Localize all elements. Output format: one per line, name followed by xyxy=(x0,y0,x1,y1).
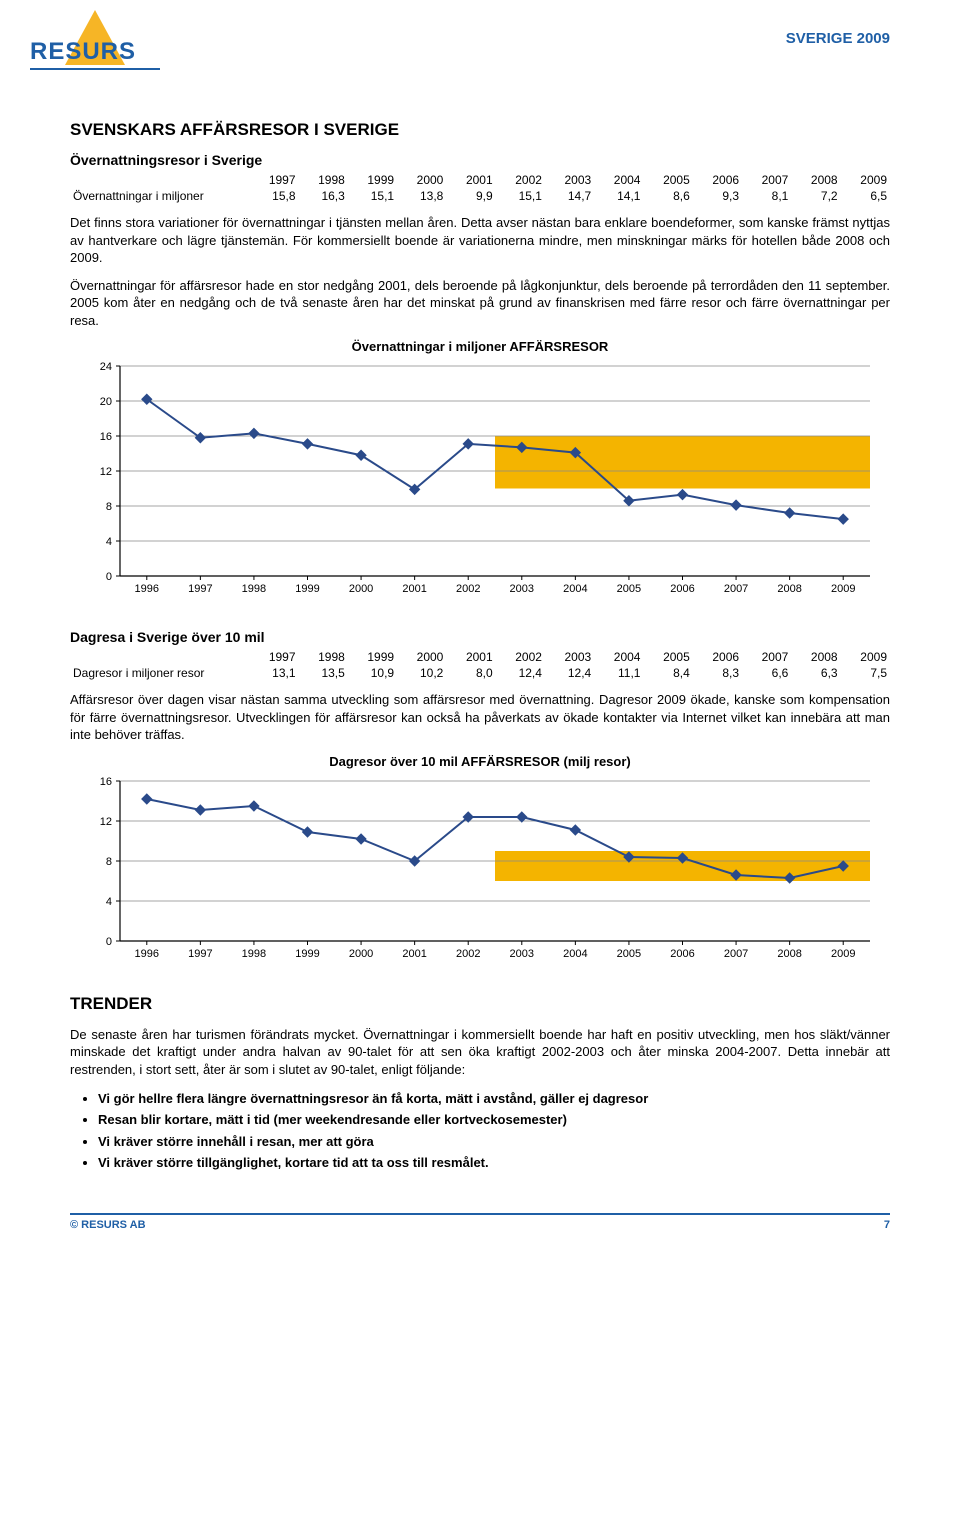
svg-text:20: 20 xyxy=(100,396,112,408)
list-item: Vi kräver större innehåll i resan, mer a… xyxy=(98,1132,890,1152)
chart2: 0 4 8 12 16 1996 1997 1998 1999 2000 2001 2002 2003 2… xyxy=(70,771,890,971)
svg-text:0: 0 xyxy=(106,571,112,583)
svg-text:2005: 2005 xyxy=(617,583,641,595)
svg-text:1999: 1999 xyxy=(295,948,319,960)
svg-text:2001: 2001 xyxy=(402,583,426,595)
table-row: Dagresor i miljoner resor 13,113,510,910… xyxy=(70,665,890,681)
svg-text:2009: 2009 xyxy=(831,583,855,595)
svg-text:2003: 2003 xyxy=(510,948,534,960)
table-row: 1997199819992000200120022003200420052006… xyxy=(70,649,890,665)
overnatt-heading: Övernattningsresor i Sverige xyxy=(70,152,890,168)
svg-text:2009: 2009 xyxy=(831,948,855,960)
dagresa-heading: Dagresa i Sverige över 10 mil xyxy=(70,629,890,645)
svg-text:1996: 1996 xyxy=(135,948,159,960)
footer-left: © RESURS AB xyxy=(70,1219,146,1231)
svg-text:2000: 2000 xyxy=(349,948,373,960)
svg-text:4: 4 xyxy=(106,536,112,548)
svg-text:2006: 2006 xyxy=(670,948,694,960)
svg-text:16: 16 xyxy=(100,776,112,788)
chart1-title: Övernattningar i miljoner AFFÄRSRESOR xyxy=(70,339,890,354)
bullet-list: Vi gör hellre flera längre övernattnings… xyxy=(98,1089,890,1173)
svg-text:2003: 2003 xyxy=(510,583,534,595)
svg-text:24: 24 xyxy=(100,361,112,373)
chart1: 0 4 8 12 16 20 24 1996 1997 1998 1999 2000 2001 2002 2… xyxy=(70,356,890,606)
svg-text:12: 12 xyxy=(100,816,112,828)
chart2-title: Dagresor över 10 mil AFFÄRSRESOR (milj r… xyxy=(70,754,890,769)
table-row: Övernattningar i miljoner 15,816,315,113… xyxy=(70,188,890,204)
svg-text:8: 8 xyxy=(106,501,112,513)
svg-text:1999: 1999 xyxy=(295,583,319,595)
list-item: Vi gör hellre flera längre övernattnings… xyxy=(98,1089,890,1109)
svg-text:2002: 2002 xyxy=(456,583,480,595)
logo-underline xyxy=(30,68,160,70)
svg-text:2002: 2002 xyxy=(456,948,480,960)
svg-text:2008: 2008 xyxy=(777,948,801,960)
svg-text:2007: 2007 xyxy=(724,948,748,960)
svg-text:16: 16 xyxy=(100,431,112,443)
svg-text:4: 4 xyxy=(106,896,112,908)
svg-text:2004: 2004 xyxy=(563,948,587,960)
footer-page-number: 7 xyxy=(884,1219,890,1231)
trender-heading: TRENDER xyxy=(70,994,890,1014)
svg-text:2000: 2000 xyxy=(349,583,373,595)
list-item: Vi kräver större tillgänglighet, kortare… xyxy=(98,1153,890,1173)
paragraph: De senaste åren har turismen förändrats … xyxy=(70,1026,890,1079)
svg-text:2008: 2008 xyxy=(777,583,801,595)
logo: RESURS xyxy=(30,10,160,42)
list-item: Resan blir kortare, mätt i tid (mer week… xyxy=(98,1110,890,1130)
svg-text:8: 8 xyxy=(106,856,112,868)
paragraph: Övernattningar för affärsresor hade en s… xyxy=(70,277,890,330)
svg-text:2006: 2006 xyxy=(670,583,694,595)
svg-text:1998: 1998 xyxy=(242,948,266,960)
table-row: 1997199819992000200120022003200420052006… xyxy=(70,172,890,188)
paragraph: Affärsresor över dagen visar nästan samm… xyxy=(70,691,890,744)
svg-text:12: 12 xyxy=(100,466,112,478)
svg-text:2001: 2001 xyxy=(402,948,426,960)
svg-text:1997: 1997 xyxy=(188,948,212,960)
footer: © RESURS AB 7 xyxy=(70,1213,890,1231)
svg-text:1997: 1997 xyxy=(188,583,212,595)
overnatt-table: 1997199819992000200120022003200420052006… xyxy=(70,172,890,204)
header-corner: SVERIGE 2009 xyxy=(786,30,890,47)
logo-text: RESURS xyxy=(30,38,160,66)
page-title: SVENSKARS AFFÄRSRESOR I SVERIGE xyxy=(70,120,890,140)
svg-text:0: 0 xyxy=(106,936,112,948)
svg-text:2004: 2004 xyxy=(563,583,587,595)
svg-text:2005: 2005 xyxy=(617,948,641,960)
svg-text:1996: 1996 xyxy=(135,583,159,595)
dagresa-table: 1997199819992000200120022003200420052006… xyxy=(70,649,890,681)
svg-text:1998: 1998 xyxy=(242,583,266,595)
paragraph: Det finns stora variationer för övernatt… xyxy=(70,214,890,267)
svg-text:2007: 2007 xyxy=(724,583,748,595)
